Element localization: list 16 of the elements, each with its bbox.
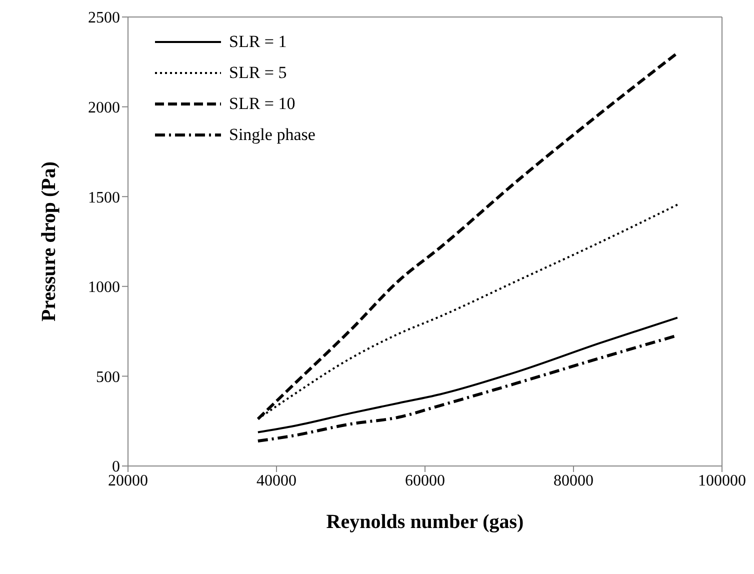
legend-label: SLR = 1 [229, 32, 287, 52]
legend-label: SLR = 5 [229, 62, 287, 82]
y-axis-title: Pressure drop (Pa) [38, 162, 60, 322]
y-tick-label: 2500 [88, 10, 120, 27]
legend-label: SLR = 10 [229, 94, 296, 114]
x-tick-label: 80000 [554, 472, 594, 490]
y-tick-label: 1500 [88, 189, 120, 206]
legend-label: Single phase [229, 124, 316, 144]
x-tick-label: 100000 [698, 472, 746, 490]
y-tick-label: 1000 [88, 279, 120, 296]
y-tick-label: 500 [96, 368, 120, 386]
x-tick-label: 40000 [256, 472, 296, 490]
line-series [256, 316, 678, 434]
y-tick-label: 2000 [88, 99, 120, 116]
x-axis-title: Reynolds number (gas) [326, 511, 524, 533]
x-tick-label: 60000 [405, 472, 445, 490]
